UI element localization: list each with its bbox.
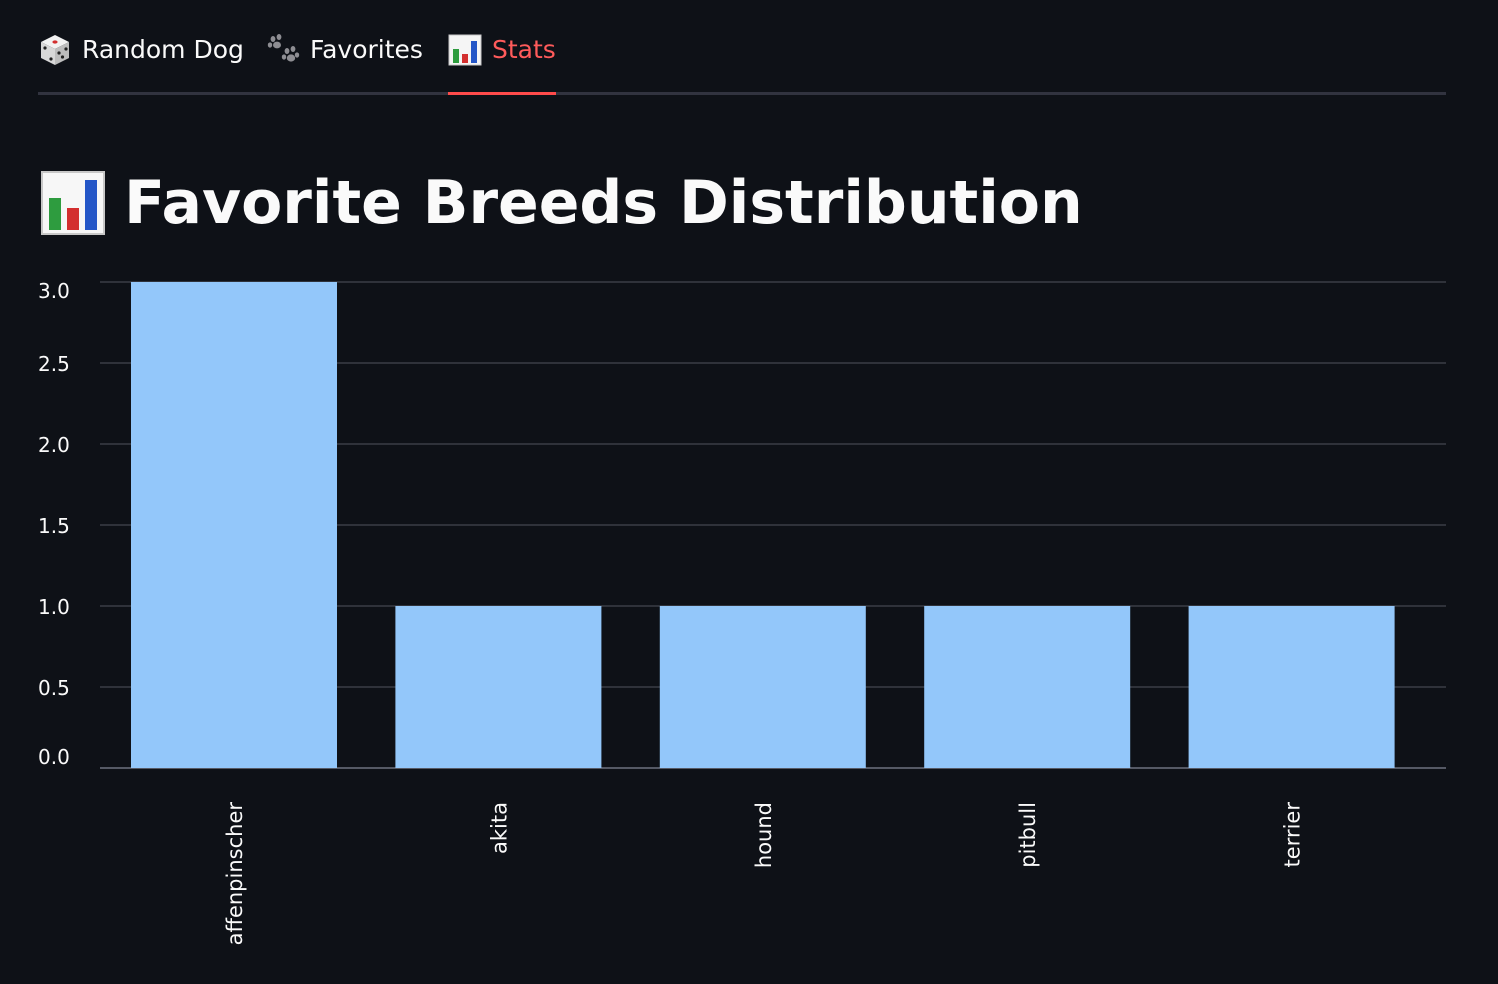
tab-divider — [38, 92, 1446, 95]
bar-hound — [659, 606, 866, 768]
y-tick-label: 0.5 — [38, 676, 70, 700]
tab-label-random-dog: Random Dog — [82, 35, 244, 64]
x-tick-label: pitbull — [1016, 802, 1040, 868]
paw-prints-icon — [267, 34, 300, 62]
y-tick-label: 2.0 — [38, 433, 70, 457]
bar-chart-icon — [41, 171, 105, 235]
tab-stats[interactable]: Stats — [448, 28, 556, 96]
y-tick-label: 1.5 — [38, 514, 70, 538]
dice-icon — [41, 35, 69, 65]
chart-y-axis: 0.0 0.5 1.0 1.5 2.0 2.5 3.0 — [38, 279, 70, 769]
bar-affenpinscher — [131, 282, 337, 768]
tab-favorites[interactable]: Favorites — [266, 28, 423, 96]
chart-x-axis: affenpinscher akita hound pitbull terrier — [223, 802, 1305, 946]
active-tab-indicator — [448, 92, 556, 95]
chart-bars — [131, 282, 1395, 768]
y-tick-label: 0.0 — [38, 745, 70, 769]
tab-label-stats: Stats — [492, 35, 556, 64]
x-tick-label: affenpinscher — [223, 802, 247, 946]
favorite-breeds-bar-chart: 0.0 0.5 1.0 1.5 2.0 2.5 3.0 affenpinscher akita… — [38, 279, 1446, 946]
bar-pitbull — [924, 606, 1131, 768]
y-tick-label: 1.0 — [38, 595, 70, 619]
x-tick-label: terrier — [1281, 802, 1305, 868]
page-title-text: Favorite Breeds Distribution — [124, 168, 1083, 238]
x-tick-label: akita — [487, 802, 511, 854]
y-tick-label: 3.0 — [38, 279, 70, 303]
y-tick-label: 2.5 — [38, 352, 70, 376]
page-title: Favorite Breeds Distribution — [40, 158, 1083, 248]
bar-terrier — [1188, 606, 1395, 768]
bar-chart-icon — [448, 34, 482, 66]
tab-bar: Random Dog Favorites Stats — [38, 0, 1446, 96]
x-tick-label: hound — [752, 802, 776, 868]
tab-random-dog[interactable]: Random Dog — [38, 28, 244, 96]
bar-akita — [395, 606, 602, 768]
tab-label-favorites: Favorites — [310, 35, 423, 64]
